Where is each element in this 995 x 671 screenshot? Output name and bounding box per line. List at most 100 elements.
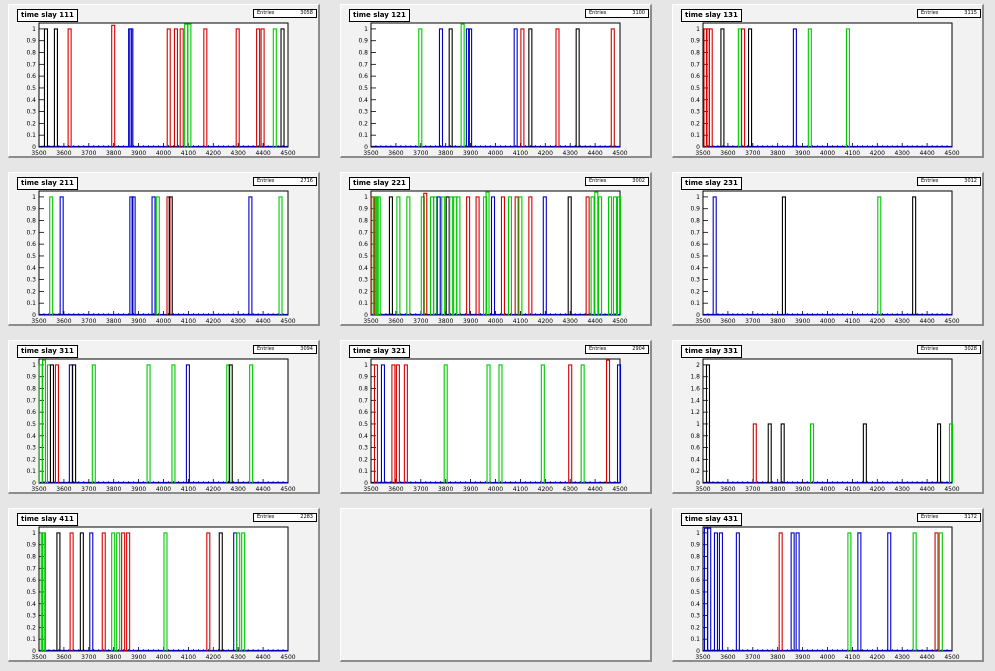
histogram-bin: [256, 28, 261, 147]
x-tick-label: 4000: [156, 654, 171, 661]
x-tick-label: 3500: [31, 318, 46, 325]
y-tick-label: 0.3: [690, 109, 700, 116]
x-tick-label: 3500: [695, 150, 710, 157]
x-tick-label: 4500: [944, 654, 959, 661]
y-tick-label: 0.1: [358, 132, 368, 139]
x-tick-label: 3600: [720, 318, 735, 325]
x-tick-label: 3900: [131, 318, 146, 325]
histogram-title: time slay 111: [17, 9, 78, 22]
plot-frame: [702, 526, 953, 652]
y-tick-label: 0.6: [690, 445, 700, 452]
x-tick-label: 4500: [280, 654, 295, 661]
histogram-bin: [542, 196, 547, 315]
x-tick-label: 4400: [919, 486, 934, 493]
x-tick-label: 4000: [156, 150, 171, 157]
stats-box: Entries 3012: [917, 177, 981, 186]
stats-box: Entries 3172: [917, 513, 981, 522]
histogram-bin: [396, 196, 401, 315]
y-tick-label: 0.8: [690, 50, 700, 57]
histogram-bin: [111, 24, 116, 147]
histogram-bin: [792, 28, 797, 147]
y-tick-label: 0.1: [26, 636, 36, 643]
stats-entries-value: 3115: [964, 10, 977, 16]
histogram-plot: 3500 3600 3700 3800 3900 4000 4100 4200 4300 4400…: [690, 22, 960, 157]
x-tick-label: 4100: [181, 486, 196, 493]
y-tick-label: 0: [364, 144, 368, 151]
x-tick-label: 4200: [870, 318, 885, 325]
histogram-title: time slay 411: [17, 513, 78, 526]
x-tick-label: 4400: [919, 150, 934, 157]
histogram-bin: [498, 364, 503, 483]
histogram-plot: 3500 3600 3700 3800 3900 4000 4100 4200 4300 4400…: [26, 190, 296, 325]
stats-box: Entries 3094: [253, 345, 317, 354]
histogram-bin: [79, 532, 84, 651]
histogram-bin: [163, 532, 168, 651]
y-tick-label: 0.9: [26, 38, 36, 45]
histogram-bin: [406, 196, 411, 315]
histogram-pad: 3500 3600 3700 3800 3900 4000 4100 4200 4300 4400…: [8, 340, 320, 494]
x-tick-label: 4200: [538, 486, 553, 493]
y-tick-label: 0.9: [690, 38, 700, 45]
y-tick-label: 0.1: [26, 132, 36, 139]
histogram-bin: [585, 196, 590, 315]
histogram-bin: [448, 28, 453, 147]
x-tick-label: 3500: [695, 318, 710, 325]
y-tick-label: 0.5: [358, 253, 368, 260]
x-tick-label: 4100: [845, 150, 860, 157]
histogram-pad: 3500 3600 3700 3800 3900 4000 4100 4200 4300 4400…: [8, 508, 320, 662]
y-tick-label: 0.6: [358, 73, 368, 80]
histogram-bin: [121, 532, 126, 651]
y-tick-label: 0.8: [26, 218, 36, 225]
histogram-bin: [173, 28, 178, 147]
histogram-bin: [810, 423, 815, 483]
stats-entries-value: 2904: [632, 346, 645, 352]
y-tick-label: 0.6: [690, 73, 700, 80]
y-tick-label: 1: [32, 26, 36, 33]
histogram-bin: [131, 196, 136, 315]
y-tick-label: 0.1: [358, 300, 368, 307]
y-tick-label: 0.9: [690, 206, 700, 213]
histogram-bin: [41, 359, 47, 483]
histogram-bin: [616, 196, 622, 315]
x-tick-label: 4500: [944, 486, 959, 493]
y-tick-label: 0.5: [26, 253, 36, 260]
y-tick-label: 0.7: [26, 61, 36, 68]
x-tick-label: 3600: [720, 486, 735, 493]
histogram-bin: [388, 196, 393, 315]
histogram-bin: [937, 423, 942, 483]
y-tick-label: 0: [32, 648, 36, 655]
histogram-bin: [845, 28, 850, 147]
histogram-bin: [795, 532, 800, 651]
y-tick-label: 0.4: [358, 433, 368, 440]
y-tick-label: 0.2: [358, 120, 368, 127]
histogram-bin: [490, 196, 496, 315]
histogram-bin: [520, 28, 525, 147]
x-tick-label: 4200: [206, 654, 221, 661]
histogram-title: time slay 131: [681, 9, 742, 22]
y-tick-label: 0.4: [690, 456, 700, 463]
histogram-bin: [486, 364, 491, 483]
x-tick-label: 4400: [587, 150, 602, 157]
histogram-bin: [720, 28, 725, 147]
histogram-title: time slay 121: [349, 9, 410, 22]
plot-frame: [370, 358, 621, 484]
x-tick-label: 3500: [31, 654, 46, 661]
x-tick-label: 3800: [438, 318, 453, 325]
x-tick-label: 3600: [720, 150, 735, 157]
histogram-bin: [49, 196, 54, 315]
histogram-pad: 3500 3600 3700 3800 3900 4000 4100 4200 4300 4400…: [8, 4, 320, 158]
stats-entries-label: Entries: [921, 10, 939, 16]
histogram-plot: 3500 3600 3700 3800 3900 4000 4100 4200 4300 4400…: [358, 358, 628, 493]
x-tick-label: 4400: [587, 318, 602, 325]
stats-entries-label: Entries: [589, 346, 607, 352]
histogram-bin: [49, 364, 54, 483]
y-tick-label: 0.4: [690, 97, 700, 104]
histogram-bin: [53, 28, 58, 147]
y-tick-label: 0.3: [690, 613, 700, 620]
histogram-bin: [179, 28, 184, 147]
stats-entries-label: Entries: [257, 346, 275, 352]
stats-entries-value: 3094: [300, 346, 313, 352]
x-tick-label: 4100: [513, 150, 528, 157]
x-tick-label: 4200: [538, 318, 553, 325]
histogram-plot: 3500 3600 3700 3800 3900 4000 4100 4200 4300 4400…: [26, 526, 296, 661]
